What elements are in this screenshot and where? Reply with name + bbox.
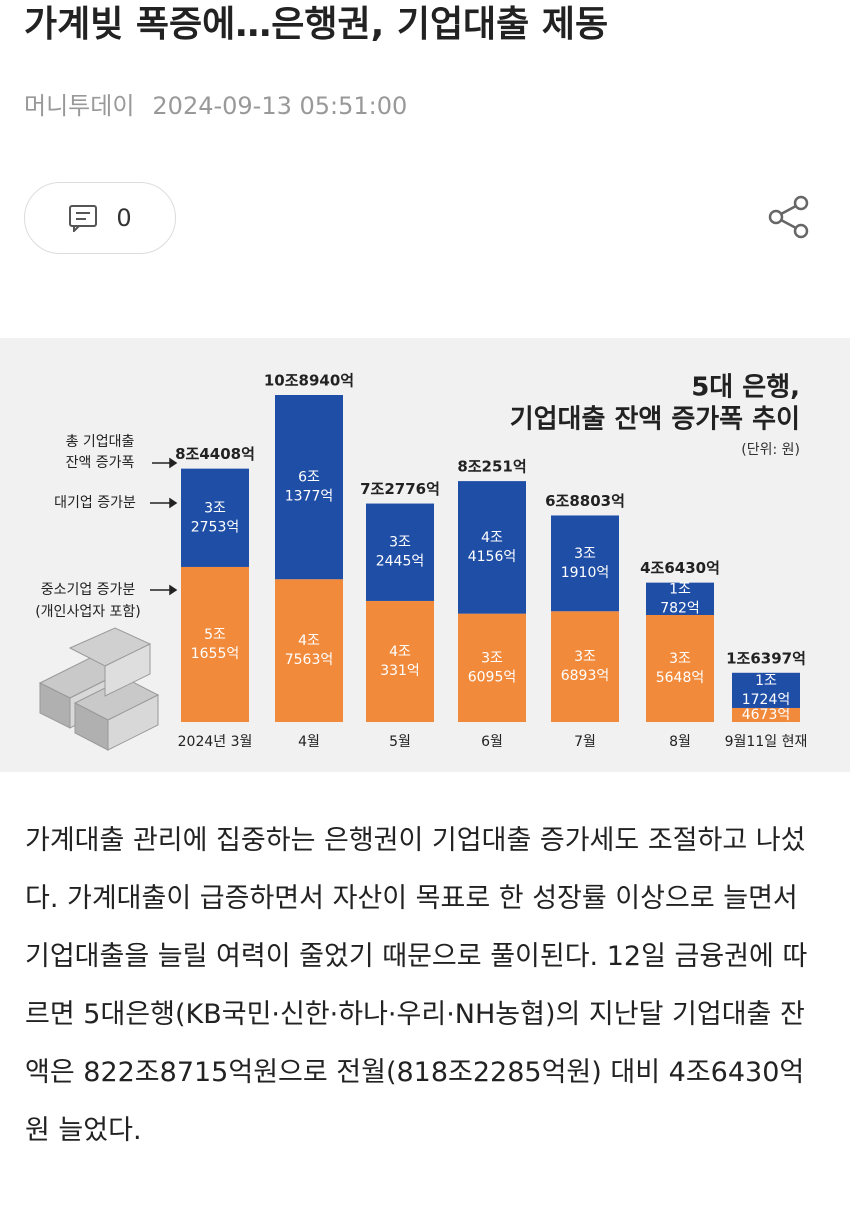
comment-button[interactable]: 0 [24, 182, 176, 254]
bar-segment [181, 566, 249, 722]
x-tick-label: 8월 [669, 734, 691, 750]
value-label: 3조 [481, 650, 503, 666]
value-label: 1조 [755, 673, 777, 689]
value-label: 4조 [389, 644, 411, 660]
source: 머니투데이 [24, 92, 135, 120]
annotation: (개인사업자 포함) [35, 604, 141, 620]
value-label: 6조 [298, 470, 320, 486]
bar-segment [732, 707, 800, 722]
bar-segment [366, 600, 434, 722]
annotation-arrows [150, 457, 178, 596]
bar-segment [732, 672, 800, 708]
article-meta: 머니투데이 2024-09-13 05:51:00 [24, 86, 407, 121]
bar-segment [551, 611, 619, 722]
x-tick-label: 9월11일 현재 [725, 734, 808, 750]
value-label: 1910억 [561, 565, 610, 581]
chart-unit: (단위: 원) [741, 442, 800, 458]
value-label: 2445억 [376, 554, 425, 570]
value-label: 782억 [660, 600, 700, 616]
value-label: 3조 [574, 546, 596, 562]
value-label: 5조 [204, 627, 226, 643]
date: 2024-09-13 05:51:00 [152, 92, 408, 120]
value-label: 6095억 [468, 669, 517, 685]
value-label: 3조 [669, 651, 691, 667]
comment-count: 0 [116, 204, 132, 232]
value-label: 3조 [389, 535, 411, 551]
value-label: 7563억 [285, 652, 334, 668]
value-label: 1655억 [191, 646, 240, 662]
bar-segment [551, 515, 619, 612]
value-label: 331억 [380, 663, 420, 679]
value-label: 2753억 [191, 519, 240, 535]
x-tick-label: 6월 [481, 734, 503, 750]
bar-segment [181, 468, 249, 567]
value-label: 1377억 [285, 489, 334, 505]
total-label: 7조2776억 [360, 480, 440, 498]
value-label: 4조 [298, 633, 320, 649]
total-label: 8조251억 [457, 458, 526, 476]
total-label: 4조6430억 [640, 559, 720, 577]
x-tick-label: 7월 [574, 734, 596, 750]
annotation: 잔액 증가폭 [66, 455, 135, 471]
chart-title: 5대 은행, [691, 373, 800, 403]
bar-segment [458, 481, 526, 614]
share-button[interactable] [768, 195, 812, 239]
bar-segment [275, 395, 343, 580]
annotation: 총 기업대출 [66, 434, 135, 450]
x-tick-label: 4월 [298, 734, 320, 750]
total-label: 10조8940억 [264, 372, 354, 390]
bar-segment [646, 614, 714, 722]
value-label: 4673억 [742, 707, 791, 723]
money-illustration [38, 627, 160, 751]
chart-image: 5대 은행, 기업대출 잔액 증가폭 추이 (단위: 원) 총 기업대출 잔액 … [0, 338, 850, 772]
bar-segment [646, 582, 714, 615]
value-label: 5648억 [656, 670, 705, 686]
x-tick-label: 2024년 3월 [178, 734, 253, 750]
bar-segment [458, 613, 526, 722]
total-label: 6조8803억 [545, 492, 625, 510]
value-label: 1조 [669, 581, 691, 597]
total-label: 8조4408억 [175, 445, 255, 463]
total-label: 1조6397억 [726, 649, 806, 667]
article-title: 가계빚 폭증에…은행권, 기업대출 제동 [24, 4, 609, 45]
value-label: 3조 [204, 500, 226, 516]
x-tick-label: 5월 [389, 734, 411, 750]
value-label: 4조 [481, 530, 503, 546]
article-body: 가계대출 관리에 집중하는 은행권이 기업대출 증가세도 조절하고 나섰다. 가… [25, 825, 808, 1146]
value-label: 4156억 [468, 549, 517, 565]
value-label: 3조 [574, 649, 596, 665]
bar-segment [275, 579, 343, 722]
value-label: 6893억 [561, 668, 610, 684]
annotation: 중소기업 증가분 [41, 582, 136, 598]
bar-segment [366, 503, 434, 601]
chart-title: 기업대출 잔액 증가폭 추이 [510, 405, 800, 435]
value-label: 1724억 [742, 692, 791, 708]
annotation: 대기업 증가분 [54, 495, 136, 511]
comment-icon [69, 205, 98, 232]
